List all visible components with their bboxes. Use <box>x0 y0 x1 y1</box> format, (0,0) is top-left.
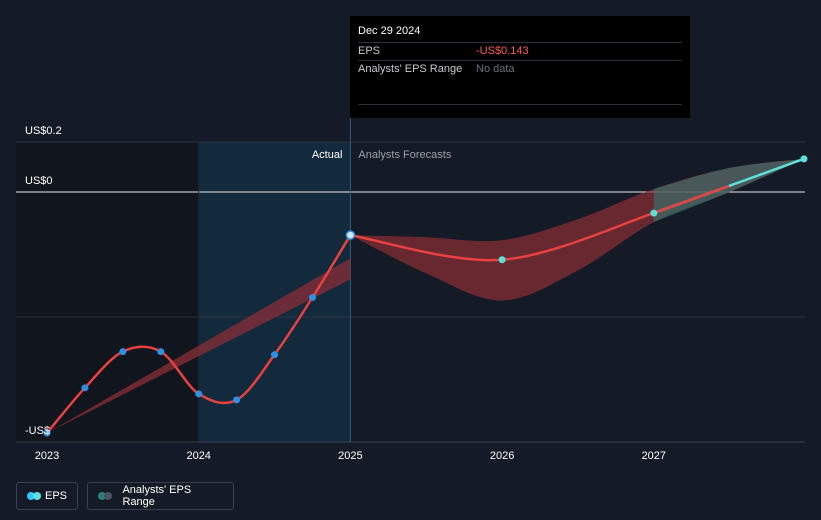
tooltip-date: Dec 29 2024 <box>358 25 421 37</box>
eps-point-actual[interactable] <box>345 230 356 240</box>
forecast-range-band-positive <box>653 158 804 223</box>
eps-markers[interactable] <box>43 155 808 437</box>
eps-point-forecast[interactable] <box>800 155 808 163</box>
y-tick-label: US$0.2 <box>25 125 62 137</box>
eps-point-actual[interactable] <box>157 348 165 356</box>
eps-point-actual[interactable] <box>233 396 241 404</box>
x-tick-label: 2024 <box>186 450 210 462</box>
section-label-actual: Actual <box>312 149 343 161</box>
legend-range-icon <box>98 492 113 500</box>
chart-gridlines <box>16 118 805 443</box>
eps-point-actual[interactable] <box>81 384 89 392</box>
axis-labels: US$0.2 US$0 -US$ 2023 2024 2025 2026 2027 Actual… <box>25 125 666 462</box>
eps-point-actual[interactable] <box>195 390 203 398</box>
tooltip-range-value: No data <box>476 63 515 75</box>
section-label-forecast: Analysts Forecasts <box>358 149 451 161</box>
eps-forecast-line-mid <box>653 184 730 215</box>
legend-eps-label: EPS <box>44 490 67 502</box>
eps-point-actual[interactable] <box>119 348 127 356</box>
eps-point-actual[interactable] <box>308 293 316 301</box>
legend-eps-icon <box>27 492 41 500</box>
tooltip-row-range: Analysts' EPS Range No data <box>358 60 682 78</box>
tooltip-divider <box>358 104 682 105</box>
tooltip-row-eps: EPS -US$0.143 <box>358 42 682 60</box>
x-tick-label: 2023 <box>35 450 59 462</box>
tooltip-eps-label: EPS <box>358 45 381 57</box>
y-tick-label: -US$ <box>25 425 50 437</box>
eps-point-actual[interactable] <box>43 429 51 437</box>
eps-point-forecast[interactable] <box>498 256 506 264</box>
eps-point-forecast[interactable] <box>650 209 658 217</box>
tooltip-range-label: Analysts' EPS Range <box>358 63 463 75</box>
eps-point-actual[interactable] <box>271 351 279 359</box>
x-tick-label: 2026 <box>490 450 514 462</box>
legend-eps[interactable]: EPS <box>16 482 78 510</box>
actual-region <box>198 142 351 443</box>
historic-region <box>16 142 199 443</box>
legend-range-label: Analysts' EPS Range <box>122 484 192 508</box>
tooltip-eps-value: -US$0.143 <box>476 45 529 57</box>
analyst-range-bands <box>47 158 804 433</box>
actual-range-band <box>47 258 351 433</box>
x-tick-label: 2027 <box>642 450 666 462</box>
tooltip: Dec 29 2024 EPS -US$0.143 Analysts' EPS … <box>350 16 690 118</box>
legend-analyst-range[interactable]: Analysts' EPS Range <box>87 482 234 510</box>
x-tick-label: 2025 <box>338 450 362 462</box>
y-tick-label: US$0 <box>25 175 53 187</box>
